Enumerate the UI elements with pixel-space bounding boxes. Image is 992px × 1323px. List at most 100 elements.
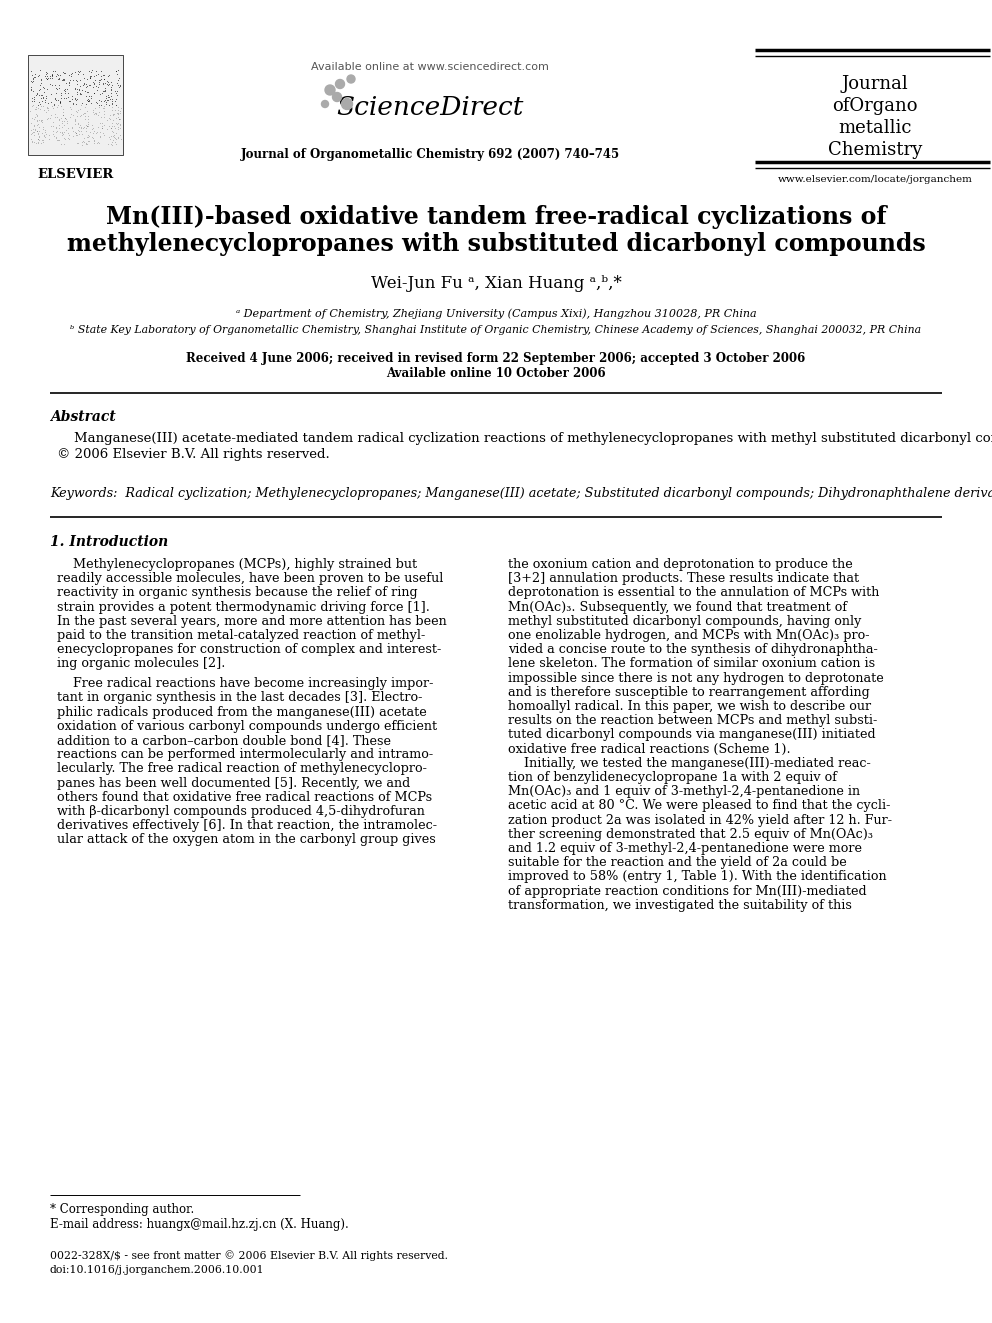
Point bbox=[35, 123, 51, 144]
Point bbox=[39, 108, 55, 130]
Point bbox=[71, 120, 87, 142]
Point bbox=[38, 62, 54, 83]
Point bbox=[98, 87, 114, 108]
Point bbox=[24, 131, 40, 152]
Point bbox=[80, 131, 96, 152]
Point bbox=[35, 119, 51, 140]
Point bbox=[56, 105, 71, 126]
Point bbox=[26, 131, 42, 152]
Point bbox=[86, 82, 102, 103]
Point bbox=[79, 111, 95, 132]
Point bbox=[66, 122, 82, 143]
Point bbox=[87, 98, 103, 119]
Point bbox=[110, 60, 126, 81]
Point bbox=[112, 75, 128, 97]
Point bbox=[104, 93, 120, 114]
Point bbox=[82, 122, 98, 143]
Point bbox=[96, 124, 112, 146]
Point bbox=[42, 128, 58, 149]
Point bbox=[70, 61, 86, 82]
Point bbox=[104, 115, 120, 136]
Point bbox=[97, 78, 113, 99]
Point bbox=[91, 90, 107, 111]
Point bbox=[24, 71, 40, 93]
Point bbox=[107, 122, 123, 143]
Point bbox=[54, 82, 69, 103]
Point bbox=[62, 74, 77, 95]
Point bbox=[61, 118, 76, 139]
Point bbox=[43, 115, 59, 136]
Point bbox=[94, 118, 110, 139]
Point bbox=[37, 91, 53, 112]
Point bbox=[63, 116, 79, 138]
Point bbox=[96, 69, 112, 90]
Point bbox=[108, 114, 124, 135]
Point bbox=[23, 128, 39, 149]
Point bbox=[50, 130, 65, 151]
Text: ther screening demonstrated that 2.5 equiv of Mn(OAc)₃: ther screening demonstrated that 2.5 equ… bbox=[508, 828, 873, 841]
Point bbox=[71, 123, 87, 144]
Point bbox=[40, 67, 56, 89]
Point bbox=[82, 67, 98, 89]
Point bbox=[111, 67, 127, 89]
Point bbox=[24, 123, 40, 144]
Point bbox=[28, 85, 44, 106]
Point bbox=[37, 126, 53, 147]
Point bbox=[66, 114, 82, 135]
Point bbox=[28, 119, 44, 140]
Point bbox=[39, 69, 55, 90]
Point bbox=[65, 120, 81, 142]
Point bbox=[55, 62, 70, 83]
Point bbox=[108, 112, 124, 134]
Point bbox=[79, 82, 95, 103]
Point bbox=[79, 69, 95, 90]
Point bbox=[104, 112, 120, 134]
Point bbox=[52, 115, 67, 136]
Circle shape bbox=[341, 98, 352, 110]
Point bbox=[110, 99, 126, 120]
Text: impossible since there is not any hydrogen to deprotonate: impossible since there is not any hydrog… bbox=[508, 672, 884, 684]
Point bbox=[82, 65, 98, 86]
Point bbox=[108, 94, 124, 115]
Point bbox=[29, 105, 45, 126]
Point bbox=[79, 101, 95, 122]
Point bbox=[103, 116, 119, 138]
Point bbox=[43, 65, 59, 86]
Point bbox=[79, 116, 95, 138]
Point bbox=[112, 102, 128, 123]
Point bbox=[96, 65, 112, 86]
Point bbox=[25, 119, 41, 140]
Point bbox=[66, 77, 82, 98]
Point bbox=[61, 87, 76, 108]
Point bbox=[96, 67, 112, 89]
Point bbox=[71, 79, 87, 101]
Point bbox=[48, 89, 63, 110]
Point bbox=[105, 103, 121, 124]
Point bbox=[88, 123, 104, 144]
Point bbox=[54, 111, 69, 132]
Bar bbox=[28, 56, 123, 155]
Point bbox=[109, 85, 125, 106]
Point bbox=[55, 69, 70, 90]
Point bbox=[58, 78, 73, 99]
Point bbox=[68, 89, 84, 110]
Point bbox=[108, 89, 124, 110]
Point bbox=[97, 81, 113, 102]
Point bbox=[52, 118, 67, 139]
Point bbox=[78, 114, 94, 135]
Point bbox=[43, 107, 59, 128]
Point bbox=[72, 82, 88, 103]
Point bbox=[53, 122, 68, 143]
Point bbox=[43, 105, 59, 126]
Point bbox=[37, 90, 53, 111]
Point bbox=[56, 87, 71, 108]
Point bbox=[66, 108, 82, 130]
Point bbox=[67, 94, 83, 115]
Text: of appropriate reaction conditions for Mn(III)-mediated: of appropriate reaction conditions for M… bbox=[508, 885, 867, 897]
Point bbox=[32, 120, 48, 142]
Point bbox=[104, 94, 120, 115]
Point bbox=[88, 91, 104, 112]
Point bbox=[58, 107, 73, 128]
Text: and is therefore susceptible to rearrangement affording: and is therefore susceptible to rearrang… bbox=[508, 685, 870, 699]
Point bbox=[80, 124, 96, 146]
